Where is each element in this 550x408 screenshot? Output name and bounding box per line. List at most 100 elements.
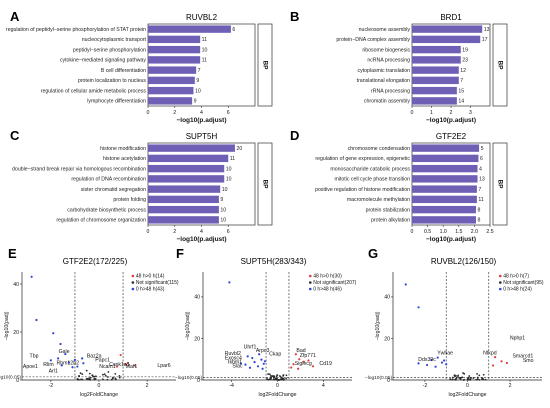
not-significant-point bbox=[118, 374, 121, 377]
facet-strip-label: BP bbox=[261, 60, 268, 70]
not-significant-point bbox=[458, 377, 461, 379]
bar-count-label: 9 bbox=[220, 197, 223, 203]
down-regulated-point bbox=[52, 332, 55, 335]
up-regulated-point bbox=[126, 362, 129, 365]
not-significant-point bbox=[268, 378, 271, 381]
x-tick-label: 2.5 bbox=[486, 229, 493, 235]
category-label: regulation of DNA recombination bbox=[71, 177, 146, 183]
threshold-label: −log10(0.05) bbox=[365, 375, 392, 381]
bar-count-label: 4 bbox=[479, 166, 482, 172]
x-tick-label: -4 bbox=[229, 383, 234, 389]
not-significant-point bbox=[85, 369, 88, 372]
bar bbox=[148, 45, 201, 54]
panel-label: G bbox=[368, 246, 378, 261]
not-significant-point bbox=[104, 374, 107, 377]
category-label: protein−DNA complex assembly bbox=[336, 37, 410, 43]
not-significant-point bbox=[80, 378, 82, 381]
panel-label: E bbox=[8, 246, 17, 261]
x-tick-label: 2 bbox=[173, 110, 176, 116]
category-label: cytokine−mediated signaling pathway bbox=[60, 58, 146, 64]
bar bbox=[412, 154, 479, 163]
y-tick-label: 20 bbox=[194, 336, 200, 342]
legend-entry: 0 h>48 h(24) bbox=[503, 287, 532, 293]
not-significant-point bbox=[468, 375, 471, 377]
y-tick-label: 40 bbox=[384, 295, 390, 301]
legend-swatch bbox=[498, 287, 502, 291]
x-axis-title: −log10(p.adjust) bbox=[176, 236, 226, 243]
panel-label: C bbox=[10, 128, 20, 143]
y-tick-label: 0 bbox=[16, 378, 19, 384]
down-regulated-point bbox=[261, 367, 264, 370]
bar bbox=[412, 185, 477, 193]
not-significant-point bbox=[270, 374, 272, 377]
bar-count-label: 20 bbox=[236, 146, 242, 152]
bar bbox=[148, 175, 225, 183]
category-label: protein localization to nucleus bbox=[78, 78, 146, 84]
x-tick-label: -2 bbox=[49, 383, 54, 389]
facet-strip bbox=[492, 23, 508, 107]
facet-strip-label: BP bbox=[496, 60, 503, 70]
up-regulated-point bbox=[133, 364, 137, 367]
bar bbox=[148, 185, 221, 193]
category-label: nucleocytoplasmic transport bbox=[82, 37, 147, 43]
bar bbox=[148, 144, 235, 152]
down-regulated-point bbox=[251, 356, 254, 360]
x-tick-label: 6 bbox=[227, 229, 230, 235]
down-regulated-point bbox=[417, 306, 420, 309]
gene-label: Ckap bbox=[269, 351, 281, 357]
category-label: carbohydrate biosynthetic process bbox=[67, 207, 146, 213]
not-significant-point bbox=[269, 376, 272, 379]
bar bbox=[412, 175, 478, 183]
gene-label: Ncam1 bbox=[99, 364, 116, 370]
gene-label: Smarcd1 bbox=[512, 354, 533, 360]
gene-label: Csnk1a1 bbox=[109, 362, 130, 368]
up-regulated-point bbox=[292, 363, 295, 366]
bar-count-label: 7 bbox=[198, 68, 201, 74]
down-regulated-point bbox=[59, 342, 62, 346]
bar bbox=[412, 144, 480, 152]
bar bbox=[412, 56, 461, 64]
up-regulated-point bbox=[307, 359, 310, 362]
down-regulated-point bbox=[35, 318, 38, 322]
not-significant-point bbox=[285, 377, 288, 380]
category-label: nucleosome assembly bbox=[359, 27, 411, 33]
up-regulated-point bbox=[290, 366, 293, 369]
gene-label: Nphp1 bbox=[510, 336, 525, 342]
gene-label: Ywhae bbox=[437, 351, 453, 357]
not-significant-point bbox=[476, 373, 479, 375]
x-tick-label: -2 bbox=[423, 383, 428, 389]
threshold-label: −log10(0.05) bbox=[175, 375, 202, 381]
plot-frame bbox=[411, 142, 491, 226]
not-significant-point bbox=[451, 378, 454, 381]
legend-swatch bbox=[308, 274, 312, 278]
not-significant-point bbox=[79, 372, 82, 375]
facet-strip bbox=[492, 142, 508, 226]
legend-swatch bbox=[131, 274, 135, 278]
bar bbox=[412, 25, 483, 33]
up-regulated-point bbox=[294, 353, 297, 356]
gene-label: Baz2a bbox=[87, 353, 102, 359]
not-significant-point bbox=[266, 378, 269, 380]
bar bbox=[412, 35, 481, 44]
down-regulated-point bbox=[246, 355, 249, 358]
not-significant-point bbox=[78, 374, 80, 377]
category-label: regulation of peptidyl−serine phosphoryl… bbox=[6, 27, 146, 33]
not-significant-point bbox=[478, 374, 481, 377]
x-tick-label: 1 bbox=[430, 110, 433, 116]
bar bbox=[412, 45, 461, 54]
bar bbox=[148, 164, 225, 173]
bar-count-label: 6 bbox=[480, 156, 483, 162]
not-significant-point bbox=[88, 377, 91, 380]
x-tick-label: 4 bbox=[322, 383, 325, 389]
bar bbox=[412, 76, 459, 85]
up-regulated-point bbox=[298, 358, 301, 361]
gene-label: Bad bbox=[296, 348, 305, 354]
chart-title: BRD1 bbox=[440, 13, 462, 22]
gene-label: Gale bbox=[59, 349, 70, 355]
down-regulated-point bbox=[73, 358, 77, 361]
not-significant-point bbox=[118, 376, 121, 379]
x-tick-label: 0 bbox=[147, 110, 150, 116]
down-regulated-point bbox=[64, 352, 67, 356]
category-label: chromatin assembly bbox=[364, 99, 411, 105]
